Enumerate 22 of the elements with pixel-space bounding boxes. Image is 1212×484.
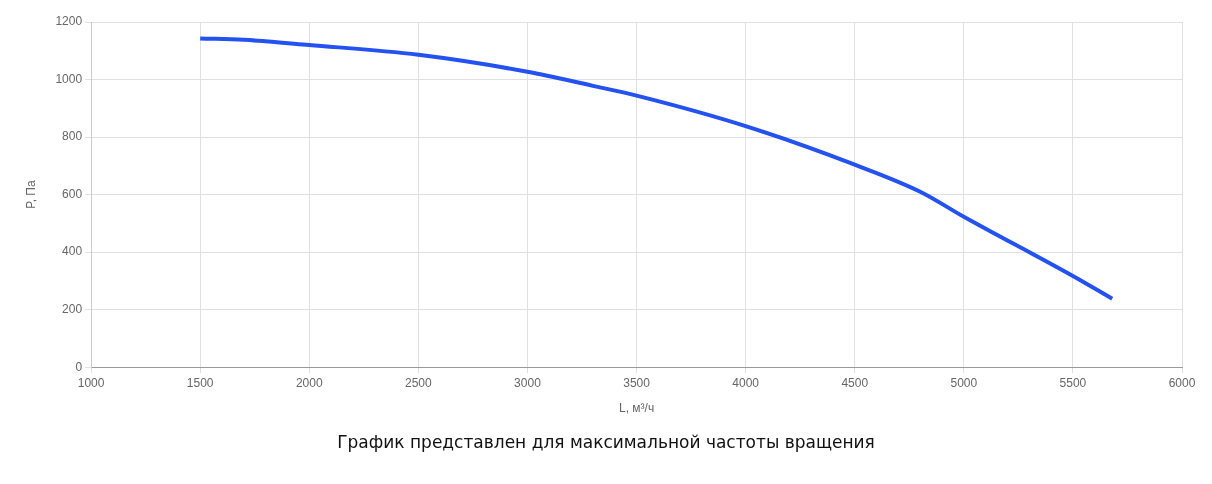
line-series: [198, 36, 1115, 301]
y-tick-label: 400: [62, 244, 83, 259]
text: График представлен для максимальной частоты вращения: [336, 432, 876, 452]
x-tick-label: 5500: [1059, 375, 1087, 390]
y-axis-title: P, Па: [23, 180, 38, 209]
x-tick-label: 1000: [77, 375, 105, 390]
x-tick-label: 2500: [405, 375, 433, 390]
x-tick-label: 4000: [732, 375, 760, 390]
y-tick-label: 0: [75, 359, 83, 374]
x-tick-label: 2000: [295, 375, 323, 390]
y-tick-label: 200: [62, 301, 83, 316]
y-tick-label: 1200: [55, 14, 83, 29]
x-axis-title: L, м³/ч: [618, 401, 655, 416]
x-tick-label: 1500: [186, 375, 214, 390]
y-tick-label: 1000: [55, 71, 83, 86]
y-tick-label: 600: [62, 186, 83, 201]
y-tick-label: 800: [62, 129, 83, 144]
x-tick-label: 3000: [514, 375, 542, 390]
x-tick-label: 5000: [950, 375, 978, 390]
x-tick-label: 6000: [1168, 375, 1196, 390]
x-tick-label: 3500: [623, 375, 651, 390]
x-tick-label: 4500: [841, 375, 869, 390]
